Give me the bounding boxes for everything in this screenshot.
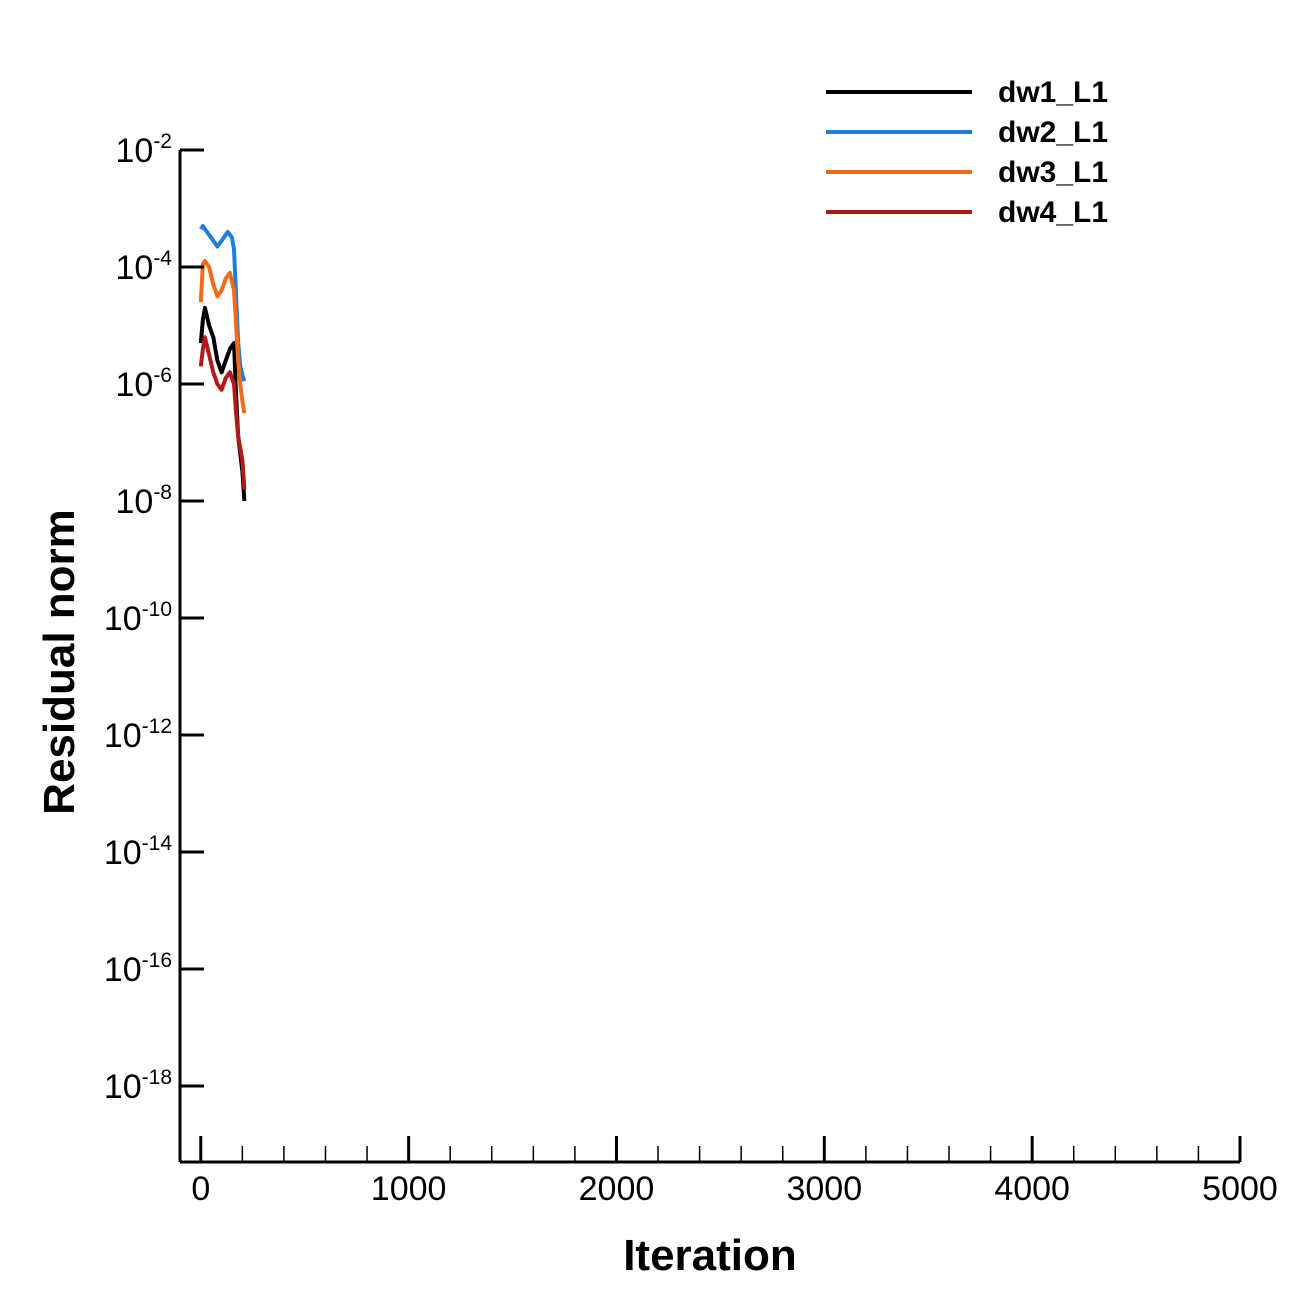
x-axis-label: Iteration <box>623 1231 797 1280</box>
axes-group: 10-2 10-4 10-6 10-8 10-10 10-12 10-14 10-16 10-1… <box>104 130 1278 1208</box>
y-axis-label: Residual norm <box>35 509 84 815</box>
legend-label-dw4_L1: dw4_L1 <box>998 196 1108 229</box>
y-tick-label: 10-6 <box>115 364 172 404</box>
y-tick-label: 10-12 <box>104 715 172 755</box>
y-tick-label: 10-2 <box>115 130 172 170</box>
y-tick-label: 10-8 <box>115 481 172 521</box>
series-line-dw4_L1 <box>198 335 247 490</box>
y-tick-label: 10-4 <box>115 247 172 287</box>
x-tick-label: 2000 <box>579 1170 655 1208</box>
x-tick-label: 4000 <box>994 1170 1070 1208</box>
legend-label-dw3_L1: dw3_L1 <box>998 156 1108 189</box>
y-tick-label: 10-14 <box>104 832 173 872</box>
legend-label-dw2_L1: dw2_L1 <box>998 116 1108 149</box>
y-tick-label: 10-10 <box>104 598 172 638</box>
x-tick-label: 5000 <box>1202 1170 1278 1208</box>
series-line-dw3_L1 <box>198 259 247 414</box>
y-tick-label: 10-18 <box>104 1066 172 1106</box>
x-tick-label: 1000 <box>371 1170 447 1208</box>
legend-label-dw1_L1: dw1_L1 <box>998 76 1108 109</box>
x-tick-label: 3000 <box>786 1170 862 1208</box>
y-tick-label: 10-16 <box>104 949 172 989</box>
series-group <box>198 224 247 502</box>
legend: dw1_L1 dw2_L1 dw3_L1 dw4_L1 <box>826 76 1108 229</box>
x-tick-label: 0 <box>191 1170 210 1208</box>
